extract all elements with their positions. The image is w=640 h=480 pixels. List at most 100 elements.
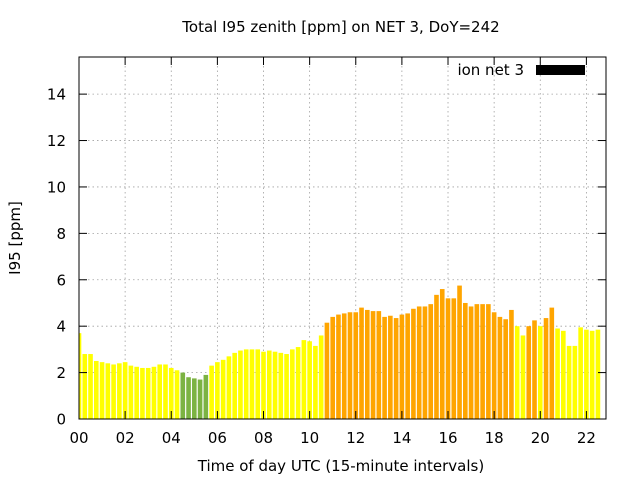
- bar: [532, 320, 537, 419]
- y-tick-label: 12: [47, 132, 66, 150]
- bar: [186, 377, 191, 419]
- bar: [122, 362, 128, 419]
- bar: [318, 335, 324, 419]
- bar: [537, 326, 543, 419]
- x-tick-label: 18: [485, 429, 504, 447]
- bar: [399, 314, 405, 419]
- bar: [578, 327, 583, 419]
- bar: [290, 349, 295, 419]
- legend-swatch: [536, 65, 585, 75]
- y-tick-label: 14: [47, 86, 66, 104]
- bar: [416, 306, 422, 419]
- bar: [197, 379, 203, 419]
- bar: [243, 349, 249, 419]
- bar: [514, 326, 520, 419]
- bar: [220, 359, 226, 419]
- legend-label: ion net 3: [457, 61, 524, 79]
- bar: [88, 354, 93, 419]
- bars: [79, 285, 601, 419]
- bar: [232, 352, 237, 419]
- bar: [151, 366, 157, 419]
- y-axis-label: I95 [ppm]: [6, 201, 24, 275]
- bar: [463, 302, 468, 419]
- bar: [555, 328, 560, 419]
- y-tick-labels: 0 2 4 6 8 10 12 14: [47, 86, 66, 429]
- bar: [192, 378, 197, 419]
- x-tick-label: 04: [162, 429, 181, 447]
- bar: [336, 314, 341, 419]
- bar: [105, 363, 111, 419]
- bar: [584, 329, 589, 419]
- bar: [422, 306, 428, 419]
- x-tick-label: 06: [208, 429, 227, 447]
- axis-ticks: [78, 57, 606, 420]
- bar: [451, 298, 457, 419]
- bar: [284, 354, 289, 419]
- bar: [215, 362, 220, 419]
- plot-frame: [78, 56, 607, 420]
- x-tick-label: 10: [300, 429, 319, 447]
- bar: [428, 304, 434, 419]
- bar: [566, 345, 572, 419]
- bar: [364, 309, 370, 419]
- bar: [486, 304, 491, 419]
- bar: [111, 364, 116, 419]
- x-tick-label: 14: [392, 429, 411, 447]
- bar: [157, 364, 163, 419]
- bar: [388, 315, 393, 419]
- bar: [266, 350, 272, 419]
- y-tick-label: 0: [56, 411, 66, 429]
- bar: [411, 308, 416, 419]
- bar: [509, 309, 514, 419]
- bar: [370, 311, 376, 419]
- bar: [353, 312, 359, 419]
- bar: [497, 316, 503, 419]
- bar: [543, 318, 549, 419]
- bar: [324, 322, 330, 419]
- bar: [134, 366, 139, 419]
- bar: [589, 330, 595, 419]
- x-tick-label: 08: [254, 429, 273, 447]
- y-tick-label: 4: [56, 318, 66, 336]
- bar: [209, 365, 214, 419]
- bar: [307, 341, 312, 419]
- bar: [203, 374, 209, 419]
- bar: [393, 318, 399, 419]
- chart-title: Total I95 zenith [ppm] on NET 3, DoY=242: [181, 18, 499, 36]
- bar: [261, 351, 266, 419]
- bar: [93, 360, 99, 419]
- bar: [79, 333, 82, 419]
- x-tick-label: 20: [531, 429, 550, 447]
- bar: [255, 349, 261, 419]
- x-tick-labels: 00 02 04 06 08 10 12 14 16 18 20 22: [69, 429, 595, 447]
- bar: [238, 350, 243, 419]
- bar: [341, 313, 347, 419]
- x-tick-label: 22: [577, 429, 596, 447]
- bar: [382, 316, 387, 419]
- x-tick-label: 16: [438, 429, 457, 447]
- x-tick-label: 00: [69, 429, 88, 447]
- bar: [520, 335, 526, 419]
- bar: [503, 319, 508, 419]
- bar: [128, 365, 134, 419]
- x-tick-label: 12: [346, 429, 365, 447]
- bar: [549, 307, 555, 419]
- bar: [117, 363, 122, 419]
- bar: [405, 313, 410, 419]
- x-tick-label: 02: [116, 429, 135, 447]
- y-tick-label: 8: [56, 225, 66, 243]
- bar: [595, 329, 601, 419]
- bar: [272, 351, 278, 419]
- bar: [572, 345, 578, 419]
- bar: [457, 285, 462, 419]
- legend: ion net 3: [457, 61, 585, 79]
- bar: [226, 356, 232, 419]
- bar: [313, 345, 318, 419]
- bar: [445, 298, 451, 419]
- y-tick-label: 10: [47, 178, 66, 196]
- bar: [145, 367, 151, 419]
- bar: [439, 289, 445, 419]
- bar: [474, 304, 480, 419]
- bar: [347, 312, 353, 419]
- bar: [99, 362, 105, 419]
